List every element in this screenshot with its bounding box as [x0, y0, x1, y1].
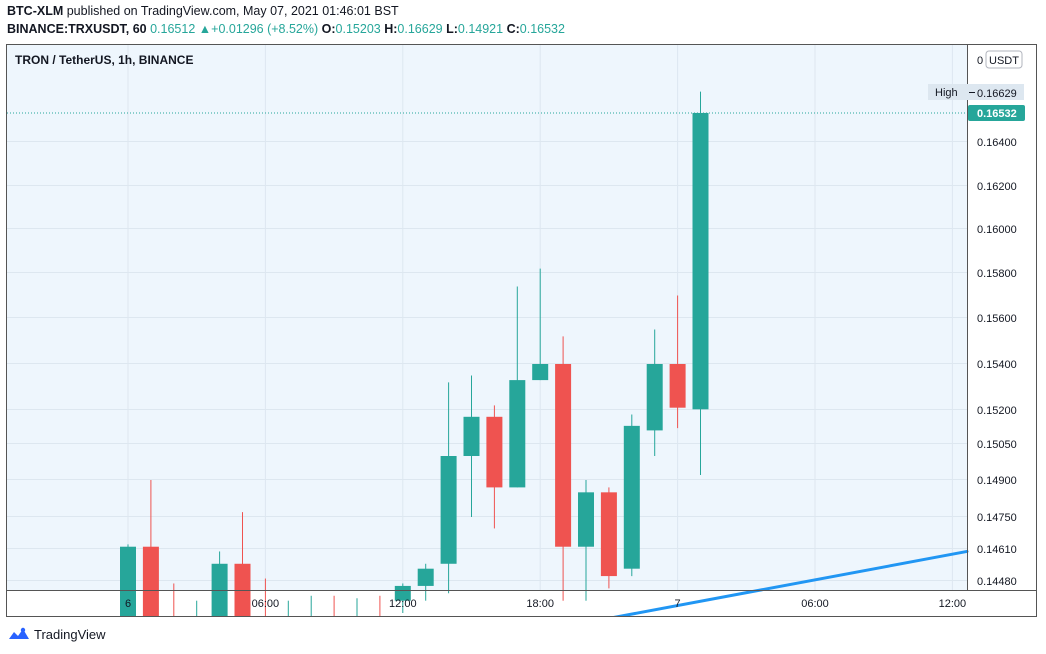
candle-body — [692, 112, 709, 410]
publish-line: BTC-XLM published on TradingView.com, Ma… — [7, 4, 399, 18]
price-tick-label: 0.14610 — [977, 544, 1017, 556]
candle-down[interactable] — [372, 595, 388, 616]
price-tick-label: 0.14480 — [977, 576, 1017, 588]
open-value: 0.15203 — [335, 22, 381, 36]
candle-up[interactable] — [623, 414, 640, 577]
currency-label: USDT — [989, 55, 1019, 67]
candle-down[interactable] — [669, 295, 686, 429]
price-tick-label: 0.15050 — [977, 439, 1017, 451]
tradingview-logo-icon — [9, 627, 29, 639]
candle-down[interactable] — [142, 480, 159, 616]
candle-down[interactable] — [234, 512, 251, 616]
time-tick-label: 12:00 — [389, 598, 417, 610]
trendline-segment[interactable] — [506, 549, 969, 616]
price-tick-label: 0.16400 — [977, 137, 1017, 149]
price-tick-label: 0.15800 — [977, 268, 1017, 280]
up-arrow-icon: ▲ — [198, 22, 212, 36]
currency-button[interactable] — [985, 50, 1023, 69]
candle-body — [440, 456, 457, 564]
candle-up[interactable] — [120, 544, 136, 616]
candle-up[interactable] — [417, 563, 434, 601]
chart-title: TRON / TetherUS, 1h, BINANCE — [15, 53, 193, 67]
candle-body — [142, 546, 159, 616]
close-value: 0.16532 — [519, 22, 565, 36]
time-tick-label: 6 — [125, 598, 131, 610]
candle-body — [623, 425, 640, 569]
price-tick-label: 0.14750 — [977, 512, 1017, 524]
candle-up[interactable] — [349, 598, 365, 616]
candlestick-chart[interactable]: 0.16400 0.16200 0.16000 0.15800 0.15600 0.154… — [7, 45, 1036, 616]
publisher-name: BTC-XLM — [7, 4, 64, 18]
candle-body — [669, 364, 686, 408]
candle-up[interactable] — [578, 480, 594, 601]
candle-body — [417, 568, 434, 586]
price-tick-label: 0.15200 — [977, 405, 1017, 417]
candles[interactable] — [120, 91, 709, 616]
high-label: H: — [384, 22, 398, 36]
price-tick-label: 0.15400 — [977, 359, 1017, 371]
candle-body — [394, 585, 411, 601]
price-tick-label: 0.16200 — [977, 181, 1017, 193]
candle-body — [211, 563, 228, 616]
candle-up[interactable] — [211, 551, 228, 616]
candle-up[interactable] — [394, 583, 411, 613]
candle-up[interactable] — [280, 600, 296, 616]
time-tick-label: 06:00 — [252, 598, 280, 610]
time-tick-label: 7 — [675, 598, 681, 610]
candle-body — [463, 416, 480, 456]
horizontal-grid — [7, 141, 967, 581]
high-value: 0.16629 — [397, 22, 443, 36]
price-tick-label: 0.16000 — [977, 224, 1017, 236]
last-price-badge — [968, 104, 1025, 121]
ohlc-line: BINANCE:TRXUSDT, 60 0.16512 ▲+0.01296 (+… — [7, 22, 565, 36]
price-axis[interactable]: 0.16400 0.16200 0.16000 0.15800 0.15600 0.154… — [977, 137, 1017, 588]
time-axis[interactable]: 6 06:00 12:00 18:00 7 06:00 12:00 — [125, 598, 966, 610]
high-marker-value: 0.16629 — [977, 88, 1017, 100]
price-change: +0.01296 (+8.52%) — [211, 22, 319, 36]
candle-up[interactable] — [509, 286, 526, 488]
candle-body — [600, 492, 617, 577]
candle-body — [234, 563, 251, 616]
candle-down[interactable] — [486, 405, 503, 529]
candle-body — [532, 364, 549, 381]
price-tick-label: 0.14900 — [977, 475, 1017, 487]
candle-up[interactable] — [463, 375, 480, 518]
symbol-interval: BINANCE:TRXUSDT, 60 — [7, 22, 147, 36]
time-tick-label: 18:00 — [526, 598, 554, 610]
tradingview-brand: TradingView — [34, 626, 106, 642]
candle-body — [555, 364, 572, 547]
candle-up[interactable] — [440, 382, 457, 594]
close-label: C: — [506, 22, 520, 36]
last-price: 0.16512 — [150, 22, 196, 36]
candle-body — [509, 380, 526, 488]
price-axis-top-label: 0 — [977, 55, 983, 67]
candle-body — [578, 492, 594, 547]
price-tick-label: 0.15600 — [977, 313, 1017, 325]
candle-up[interactable] — [303, 595, 319, 616]
published-text: published on TradingView.com, May 07, 20… — [66, 4, 399, 18]
candle-body — [646, 364, 663, 431]
trendline[interactable] — [506, 549, 969, 616]
candle-up[interactable] — [692, 91, 709, 475]
candle-up[interactable] — [646, 329, 663, 457]
low-label: L: — [446, 22, 458, 36]
last-price-badge-value: 0.16532 — [977, 108, 1017, 120]
high-marker-bg — [928, 84, 1024, 100]
candle-down[interactable] — [166, 583, 182, 616]
candle-down[interactable] — [326, 595, 342, 616]
open-label: O: — [321, 22, 336, 36]
candle-down[interactable] — [555, 336, 572, 601]
candle-down[interactable] — [257, 578, 273, 616]
time-tick-label: 06:00 — [801, 598, 829, 610]
tradingview-footer[interactable]: TradingView — [8, 626, 106, 642]
low-value: 0.14921 — [457, 22, 504, 36]
candle-up[interactable] — [189, 600, 205, 616]
candle-down[interactable] — [600, 487, 617, 589]
time-tick-label: 12:00 — [939, 598, 967, 610]
high-marker-label: High — [935, 87, 958, 99]
candle-body — [120, 546, 136, 616]
candle-up[interactable] — [532, 268, 549, 381]
chart-frame — [6, 44, 1037, 617]
candle-body — [486, 416, 503, 488]
